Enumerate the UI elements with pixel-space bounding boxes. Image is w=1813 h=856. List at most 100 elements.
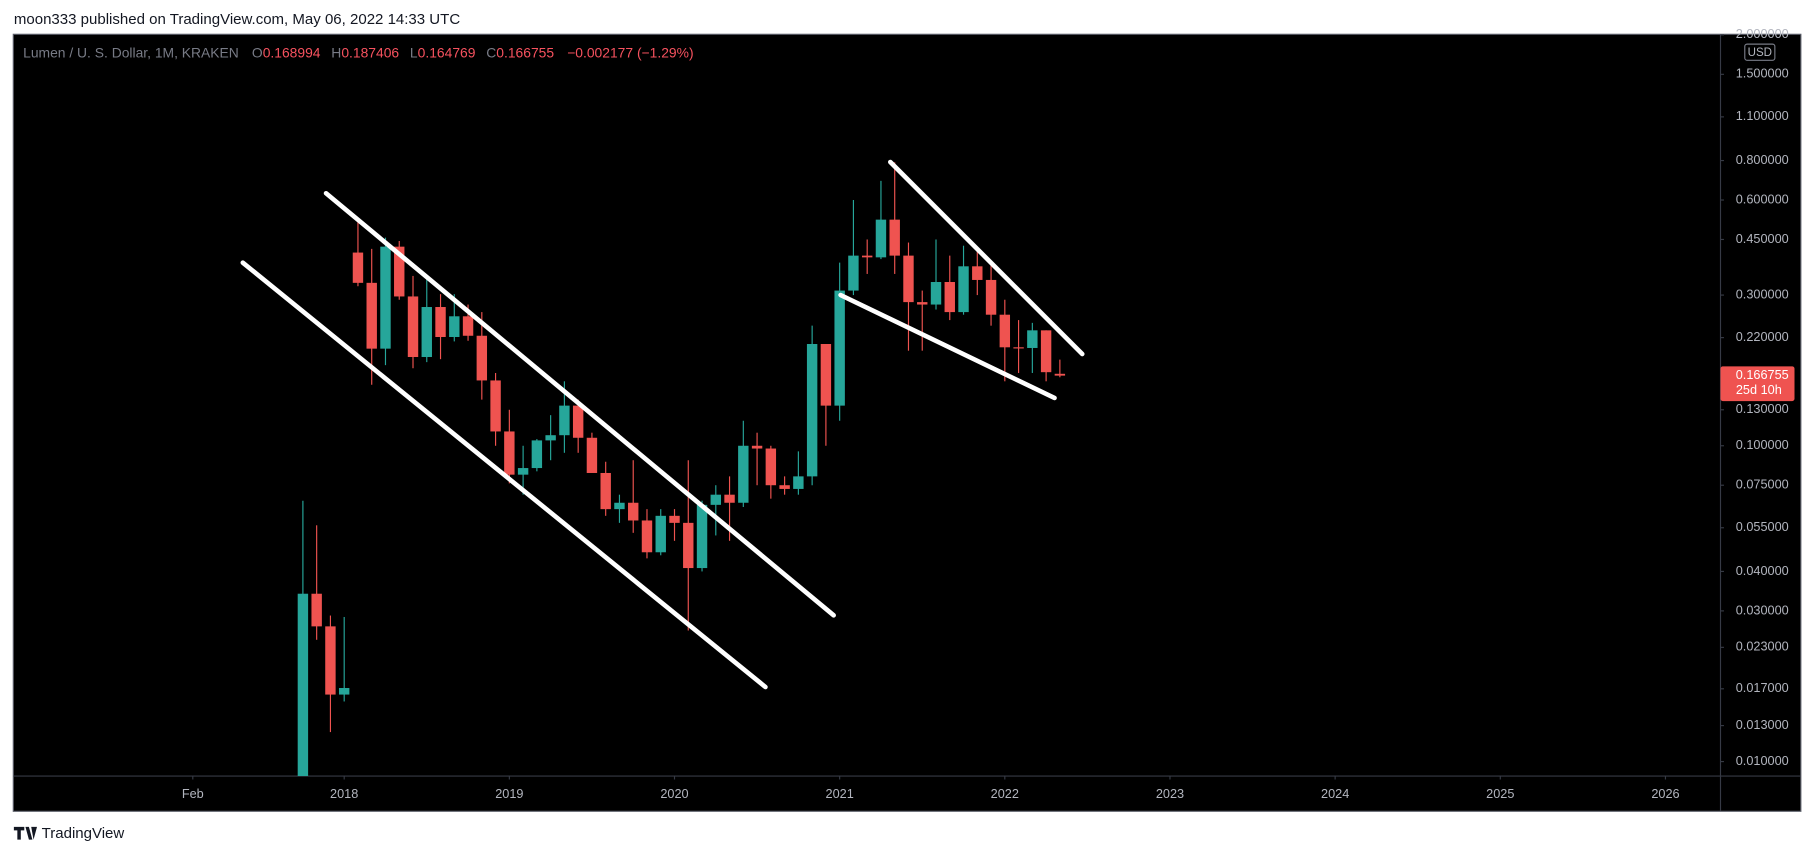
y-tick-label: 0.100000 <box>1736 437 1789 452</box>
time-axis: Feb 2018 2019 2020 2021 2022 2023 2024 2025 2026 <box>182 776 1680 801</box>
footer-logo: TradingView <box>13 825 125 842</box>
trendline <box>838 292 1057 401</box>
price-axis: 0.010000 0.013000 0.017000 0.023000 0.030000… <box>1720 26 1789 768</box>
y-tick-label: 2.000000 <box>1736 26 1789 41</box>
candle-body <box>394 246 405 297</box>
candle-body <box>559 405 570 436</box>
candle-body <box>958 266 969 313</box>
change: −0.002177 (−1.29%) <box>567 44 693 60</box>
candle-body <box>325 626 336 695</box>
candle-body <box>765 448 777 486</box>
candle-body <box>352 252 364 283</box>
y-tick-label: 0.017000 <box>1736 680 1789 695</box>
candle-body <box>820 344 832 406</box>
candle-body <box>338 687 350 695</box>
y-tick-label: 0.040000 <box>1736 563 1789 578</box>
ohlc-letter: L <box>410 44 418 60</box>
candle-body <box>297 593 309 777</box>
candle-body <box>655 515 666 553</box>
currency-box <box>1744 43 1776 61</box>
candle-body <box>930 282 942 305</box>
candle-body <box>600 472 611 510</box>
candle-body <box>917 302 928 305</box>
candle-body <box>1013 347 1024 349</box>
x-tick-label: 2022 <box>991 786 1019 801</box>
candle-body <box>903 255 914 303</box>
y-tick-label: 0.130000 <box>1736 401 1789 416</box>
plot-area <box>297 162 1066 777</box>
candle-body <box>696 504 708 569</box>
candle-body <box>1027 330 1038 348</box>
y-tick-label: 0.220000 <box>1736 329 1789 344</box>
ohlc-letter: H <box>331 44 341 60</box>
candle-body <box>490 380 501 432</box>
candle-body <box>311 593 322 627</box>
last-price-box <box>1720 366 1795 402</box>
y-tick-label: 1.500000 <box>1736 66 1789 81</box>
y-tick-label: 0.023000 <box>1736 639 1789 654</box>
currency: USD <box>1748 47 1772 59</box>
candle-body <box>861 255 873 258</box>
candle-body <box>476 335 488 381</box>
y-tick-label: 0.800000 <box>1736 152 1789 167</box>
footer-text: TradingView <box>42 825 125 842</box>
candle-body <box>614 502 625 510</box>
logo-icon <box>13 826 37 840</box>
candle-body <box>1040 330 1052 373</box>
candle-body <box>944 282 955 313</box>
ohlc-value: 0.168994 <box>263 44 321 60</box>
candle-body <box>834 290 845 406</box>
y-tick-label: 1.100000 <box>1736 108 1789 123</box>
ohlc-letter: O <box>252 44 263 60</box>
candle-body <box>779 485 790 489</box>
x-tick-label: 2019 <box>495 786 523 801</box>
y-tick-label: 0.450000 <box>1736 231 1789 246</box>
candle-body <box>407 296 419 358</box>
candle-body <box>972 266 983 280</box>
legend: Lumen / U. S. Dollar, 1M, KRAKEN O0.1689… <box>23 44 693 60</box>
candle-body <box>875 219 887 258</box>
candle-body <box>999 314 1011 348</box>
trendline <box>888 159 1085 357</box>
x-tick-label: 2023 <box>1156 786 1184 801</box>
x-tick-label: 2026 <box>1651 786 1679 801</box>
candle-body <box>848 255 859 291</box>
candle-body <box>517 468 529 475</box>
candle-body <box>751 445 763 449</box>
candle-body <box>421 307 432 358</box>
candle-body <box>366 282 377 349</box>
publish-header: moon333 published on TradingView.com, Ma… <box>14 11 460 28</box>
x-tick-label: Feb <box>182 786 204 801</box>
y-tick-label: 0.300000 <box>1736 286 1789 301</box>
last-price-text: 0.166755 <box>1736 367 1789 382</box>
candle-body <box>793 476 804 489</box>
y-tick-label: 0.075000 <box>1736 477 1789 492</box>
candle-body <box>531 440 543 469</box>
candle-body <box>572 405 584 438</box>
y-tick-label: 0.600000 <box>1736 191 1789 206</box>
chart-frame <box>12 33 1802 812</box>
candle-body <box>641 520 653 553</box>
candle-body <box>1054 373 1066 376</box>
candle-body <box>628 502 639 521</box>
candle-body <box>683 522 694 569</box>
trendlines <box>240 159 1085 690</box>
candle-body <box>985 279 997 315</box>
candle-body <box>380 246 391 349</box>
x-tick-label: 2021 <box>826 786 854 801</box>
candle-body <box>435 307 446 337</box>
x-tick-label: 2024 <box>1321 786 1349 801</box>
ohlc-value: 0.166755 <box>496 44 554 60</box>
candle-body <box>710 494 721 505</box>
candle-body <box>669 515 680 523</box>
trendline <box>323 190 836 618</box>
candle-body <box>586 437 598 473</box>
x-tick-label: 2018 <box>330 786 358 801</box>
symbol: Lumen / U. S. Dollar, 1M, KRAKEN <box>23 44 239 60</box>
candle-body <box>806 344 818 477</box>
y-tick-label: 0.055000 <box>1736 519 1789 534</box>
candle-body <box>462 316 474 336</box>
